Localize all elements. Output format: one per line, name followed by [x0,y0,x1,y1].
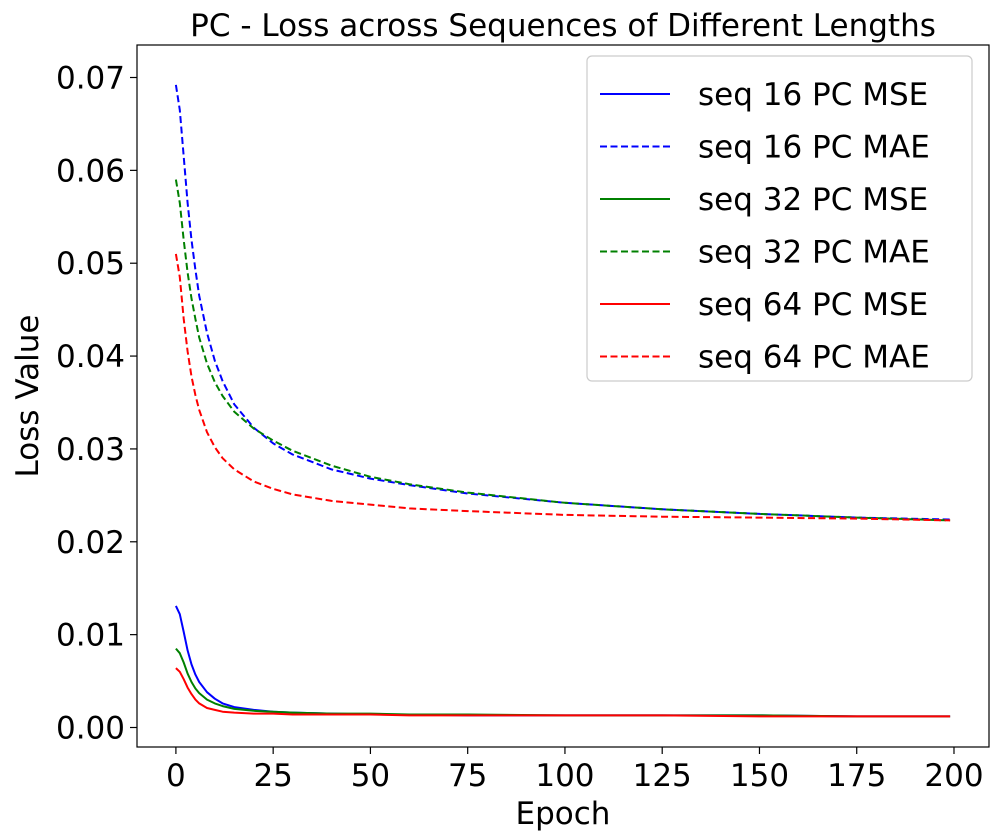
x-tick-label: 25 [253,758,292,794]
y-tick-label: 0.05 [56,246,125,282]
legend: seq 16 PC MSE seq 16 PC MAE seq 32 PC MSE s… [586,55,973,382]
x-axis-label: Epoch [516,796,611,832]
legend-box [586,55,973,382]
x-tick-label: 200 [924,758,983,794]
series-line-4 [174,179,951,522]
y-tick-label: 0.04 [56,339,125,375]
legend-label: seq 32 PC MAE [698,235,930,271]
series-line-1 [174,605,951,718]
x-tick-label: 100 [535,758,594,794]
legend-label: seq 16 PC MSE [698,77,928,113]
x-tick-label: 75 [448,758,487,794]
x-axis: 0 25 50 75 100 125 150 175 200 [166,747,984,794]
x-tick-label: 175 [827,758,886,794]
legend-label: seq 64 PC MSE [698,287,928,323]
x-tick-label: 125 [633,758,692,794]
y-tick-label: 0.00 [56,711,125,747]
chart-title: PC - Loss across Sequences of Different … [190,8,936,44]
series-line-5 [175,667,951,718]
y-tick-label: 0.02 [56,525,125,561]
y-axis-label: Loss Value [10,315,46,478]
y-tick-label: 0.07 [56,61,125,97]
plot-area [136,44,990,748]
x-tick-label: 150 [730,758,789,794]
series-layer [174,84,951,718]
x-tick-label: 50 [351,758,390,794]
legend-label: seq 64 PC MAE [698,340,930,376]
legend-label: seq 32 PC MSE [698,182,928,218]
x-tick-label: 0 [166,758,186,794]
y-axis: 0.00 0.01 0.02 0.03 0.04 0.05 0.06 0.07 [56,61,137,747]
legend-label: seq 16 PC MAE [698,130,930,166]
y-tick-label: 0.03 [56,432,125,468]
series-line-3 [175,647,951,718]
y-tick-label: 0.06 [56,153,125,189]
y-tick-label: 0.01 [56,618,125,654]
